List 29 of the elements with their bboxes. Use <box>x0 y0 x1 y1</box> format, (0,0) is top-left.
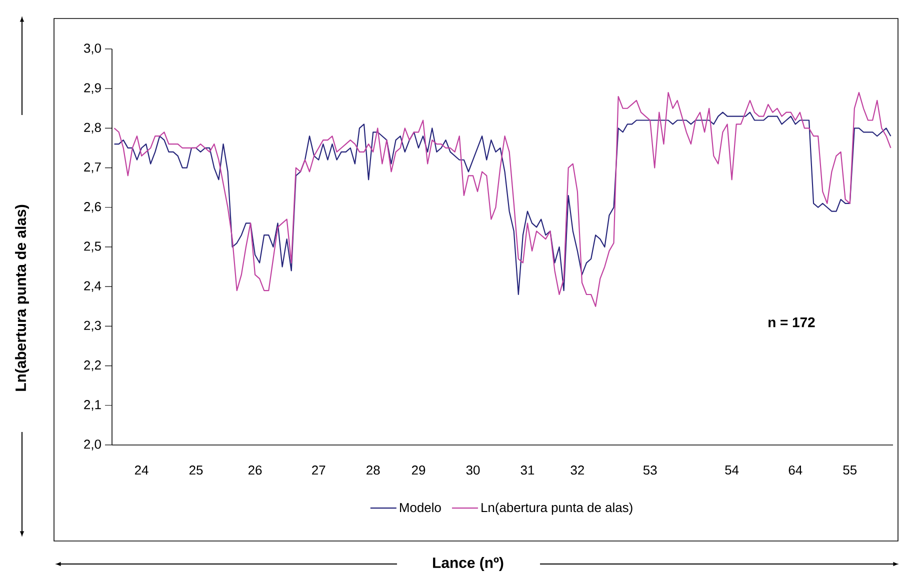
legend-label: Modelo <box>400 502 441 512</box>
x-tick-label: 31 <box>520 466 534 475</box>
y-axis-title: Ln(abertura punta de alas) <box>15 204 29 391</box>
x-tick-label: 53 <box>643 466 657 475</box>
x-tick-label: 29 <box>412 466 426 475</box>
x-tick-label: 54 <box>725 466 739 475</box>
y-tick-label: 2,4 <box>84 281 102 292</box>
x-tick-label: 32 <box>570 466 584 475</box>
x-tick-label: 26 <box>248 466 262 475</box>
y-tick-label: 3,0 <box>84 44 101 54</box>
y-tick-label: 2,0 <box>84 440 101 450</box>
x-tick-label: 25 <box>189 466 203 475</box>
y-tick-label: 2,5 <box>84 242 101 252</box>
annotation: n = 172 <box>768 317 815 328</box>
y-tick-label: 2,6 <box>84 202 101 213</box>
y-tick-label: 2,8 <box>84 122 101 134</box>
text: Lance (nº) <box>433 557 504 571</box>
x-tick-label: 64 <box>788 466 802 475</box>
y-tick-label: 2,2 <box>84 360 101 372</box>
x-tick-label: 24 <box>134 466 148 475</box>
y-tick-label: 2,7 <box>84 162 101 174</box>
x-tick-label: 28 <box>366 466 380 475</box>
x-tick-label: 27 <box>312 466 326 475</box>
x-tick-label: 55 <box>843 466 857 475</box>
y-tick-label: 2,9 <box>84 83 101 94</box>
y-tick-label: 2,3 <box>84 320 101 332</box>
x-tick-label: 30 <box>466 466 480 475</box>
legend-label: Ln(abertura punta de alas) <box>482 502 632 515</box>
y-tick-label: 2,1 <box>84 400 101 411</box>
